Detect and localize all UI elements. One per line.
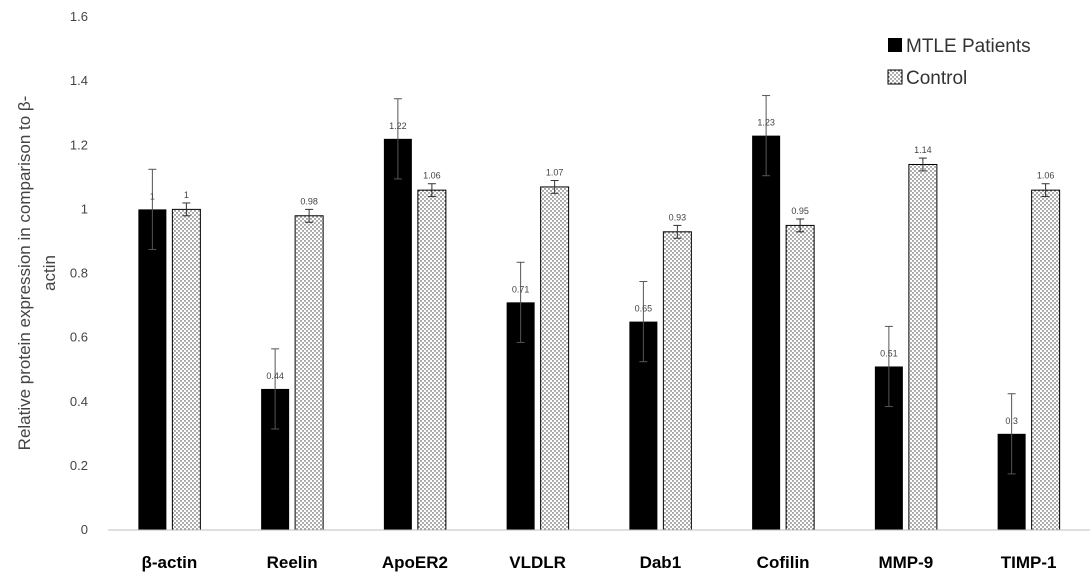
bar-mtle-patients-cofilin: [752, 135, 781, 530]
bar-control-apoer2: [417, 189, 447, 531]
category-label-apoer2: ApoER2: [382, 553, 448, 572]
bar-mtle-patients-apoer2: [383, 138, 412, 530]
y-tick-label-2: 0.4: [70, 394, 88, 409]
y-tick-label-3: 0.6: [70, 330, 88, 345]
y-tick-label-8: 1.6: [70, 9, 88, 24]
data-label-control-cofilin: 0.95: [791, 206, 809, 216]
category-label-dab1: Dab1: [640, 553, 682, 572]
y-tick-label-6: 1.2: [70, 137, 88, 152]
legend: MTLE Patients Control: [887, 36, 1031, 89]
data-label-control-mmp-9: 1.14: [914, 145, 932, 155]
error-bar-control-reelin: [305, 208, 314, 223]
data-label-mtle-patients-reelin: 0.44: [266, 371, 284, 381]
data-label-mtle-patients-apoer2: 1.22: [389, 121, 407, 131]
data-label-mtle-patients-dab1: 0.65: [635, 304, 653, 314]
error-bar-control-dab1: [673, 224, 682, 239]
data-label-mtle-patients-actin: 1: [150, 191, 155, 201]
bar-mtle-patients-actin: [138, 209, 167, 530]
bar-control-cofilin: [785, 224, 815, 531]
error-bar-control-actin: [182, 202, 191, 217]
y-tick-label-7: 1.4: [70, 73, 88, 88]
error-bar-mtle-patients-vldlr: [516, 261, 525, 343]
legend-label-control: Control: [906, 68, 967, 89]
data-label-control-vldlr: 1.07: [546, 168, 564, 178]
error-bars: [148, 95, 1050, 475]
legend-swatch-mtle-patients: [888, 38, 902, 52]
category-label-actin: β-actin: [142, 553, 198, 572]
y-tick-label-4: 0.8: [70, 266, 88, 281]
data-label-control-reelin: 0.98: [300, 196, 318, 206]
category-labels: β-actin Reelin ApoER2 VLDLR Dab1 Cofilin MMP-9…: [142, 553, 1057, 572]
error-bar-mtle-patients-cofilin: [762, 95, 771, 177]
error-bar-control-cofilin: [796, 218, 805, 233]
error-bar-control-timp-1: [1041, 183, 1050, 198]
bar-control-timp-1: [1031, 189, 1061, 531]
data-label-control-apoer2: 1.06: [423, 171, 441, 181]
bar-control-dab1: [662, 231, 692, 531]
error-bar-mtle-patients-timp-1: [1007, 393, 1016, 475]
data-label-control-timp-1: 1.06: [1037, 171, 1055, 181]
y-axis-label: Relative protein expression in compariso…: [15, 96, 59, 451]
category-label-mmp-9: MMP-9: [878, 553, 933, 572]
error-bar-control-vldlr: [550, 180, 559, 194]
bar-control-mmp-9: [908, 163, 938, 531]
error-bar-mtle-patients-dab1: [639, 281, 648, 363]
y-tick-label-5: 1: [81, 201, 88, 216]
y-axis-ticks: 0 0.2 0.4 0.6 0.8 1 1.2 1.4 1.6: [70, 9, 88, 537]
error-bar-mtle-patients-reelin: [271, 348, 280, 430]
data-label-control-actin: 1: [184, 190, 189, 200]
category-label-timp-1: TIMP-1: [1001, 553, 1057, 572]
data-label-mtle-patients-cofilin: 1.23: [757, 118, 775, 128]
y-axis-label-line-1: Relative protein expression in compariso…: [15, 96, 34, 451]
error-bar-mtle-patients-apoer2: [393, 98, 402, 180]
y-axis-label-line-2: actin: [40, 255, 59, 291]
error-bar-control-mmp-9: [918, 157, 927, 172]
y-tick-label-1: 0.2: [70, 458, 88, 473]
bar-control-actin: [171, 208, 201, 531]
bars: [138, 135, 1061, 531]
category-label-cofilin: Cofilin: [757, 553, 810, 572]
error-bar-mtle-patients-mmp-9: [884, 325, 893, 408]
legend-swatch-control: [887, 69, 903, 85]
data-label-mtle-patients-timp-1: 0.3: [1005, 416, 1018, 426]
y-tick-label-0: 0: [81, 522, 88, 537]
error-bar-mtle-patients-actin: [148, 168, 157, 250]
data-label-mtle-patients-mmp-9: 0.51: [880, 348, 898, 358]
legend-label-mtle-patients: MTLE Patients: [906, 36, 1031, 57]
bar-control-reelin: [294, 215, 324, 531]
category-label-vldlr: VLDLR: [509, 553, 566, 572]
data-labels: 1 1 0.44 0.98 1.22 1.06 0.71 1.07 0.65 0.93 1.23 0.…: [150, 118, 1055, 426]
error-bar-control-apoer2: [427, 183, 436, 198]
bar-control-vldlr: [540, 186, 570, 531]
data-label-mtle-patients-vldlr: 0.71: [512, 284, 530, 294]
category-label-reelin: Reelin: [267, 553, 318, 572]
data-label-control-dab1: 0.93: [669, 212, 687, 222]
